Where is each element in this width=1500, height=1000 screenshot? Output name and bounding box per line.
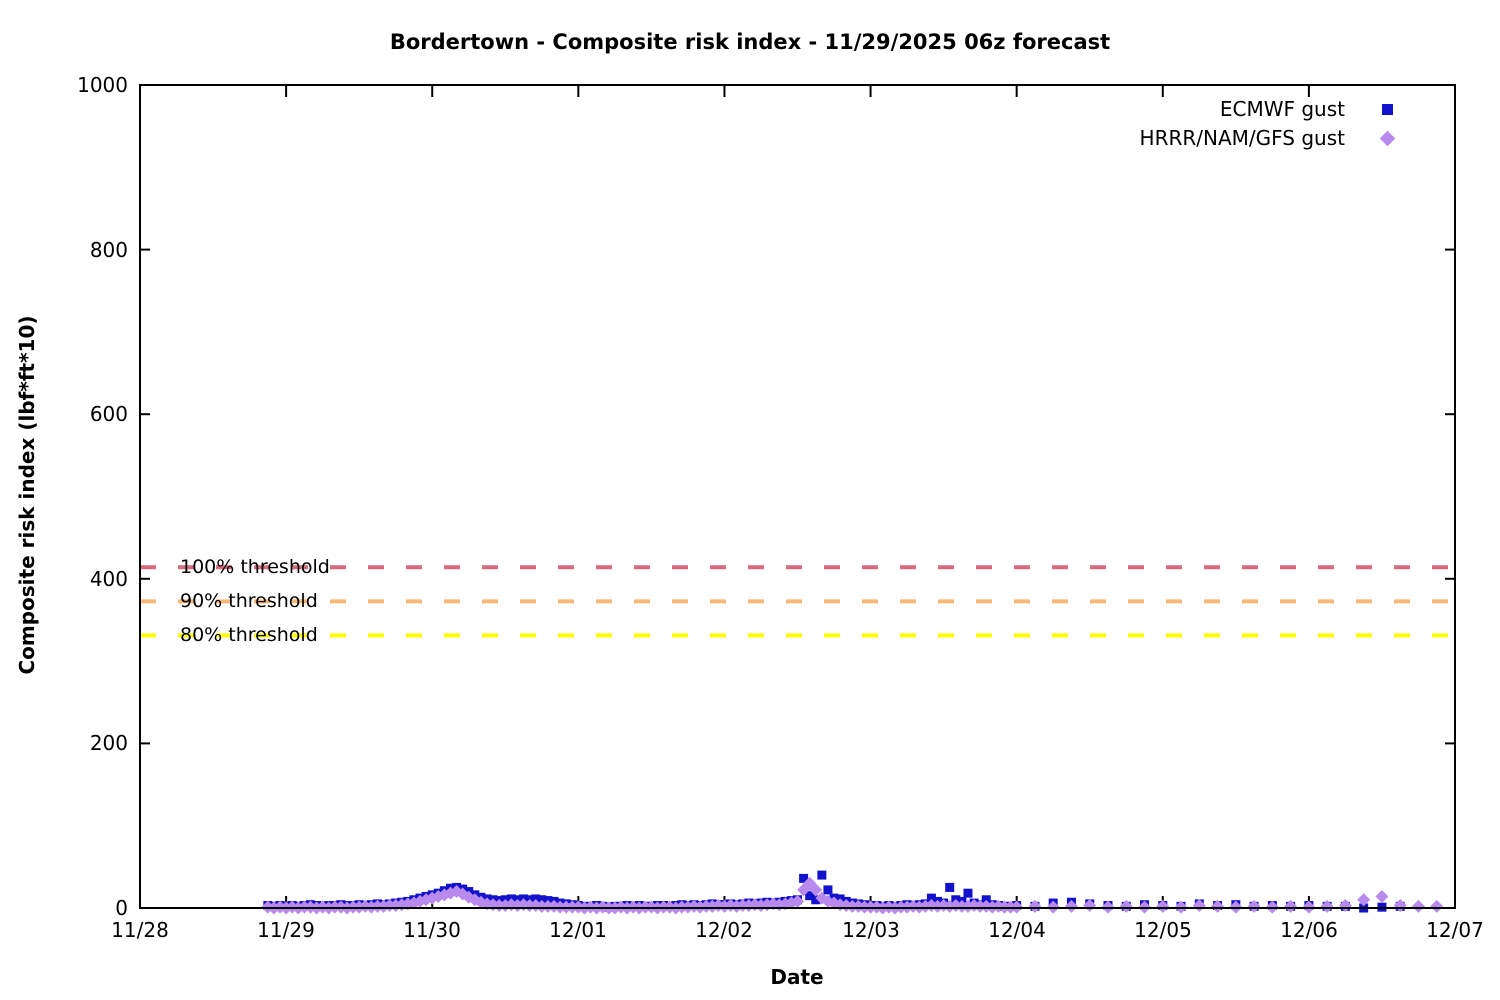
y-tick-label-200: 200 — [89, 731, 128, 755]
threshold-label-100: 100% threshold — [180, 556, 330, 578]
x-tick-label-12-02: 12/02 — [695, 918, 753, 942]
x-tick-label-11-29: 11/29 — [257, 918, 315, 942]
x-axis-label: Date — [770, 965, 824, 989]
x-tick-label-11-30: 11/30 — [403, 918, 461, 942]
square-icon — [1382, 104, 1393, 115]
y-tick-label-400: 400 — [89, 567, 128, 591]
y-tick-label-600: 600 — [89, 402, 128, 426]
x-tick-label-12-03: 12/03 — [842, 918, 900, 942]
threshold-label-80: 80% threshold — [180, 624, 318, 646]
x-tick-label-12-01: 12/01 — [549, 918, 607, 942]
y-tick-label-0: 0 — [115, 896, 128, 920]
x-tick-label-12-05: 12/05 — [1134, 918, 1192, 942]
y-tick-label-800: 800 — [89, 238, 128, 262]
chart-title: Bordertown - Composite risk index - 11/2… — [389, 30, 1111, 54]
threshold-label-90: 90% threshold — [180, 590, 318, 612]
legend-label-ecmwf: ECMWF gust — [1219, 97, 1345, 121]
x-tick-label-11-28: 11/28 — [111, 918, 169, 942]
y-tick-label-1000: 1000 — [77, 73, 128, 97]
diamond-icon — [1379, 130, 1396, 147]
legend-label-hrrr-nam-gfs: HRRR/NAM/GFS gust — [1139, 126, 1345, 150]
x-tick-label-12-06: 12/06 — [1280, 918, 1338, 942]
x-tick-label-12-07: 12/07 — [1426, 918, 1484, 942]
y-axis-label: Composite risk index (lbf*ft*10) — [15, 315, 39, 675]
x-tick-label-12-04: 12/04 — [988, 918, 1046, 942]
